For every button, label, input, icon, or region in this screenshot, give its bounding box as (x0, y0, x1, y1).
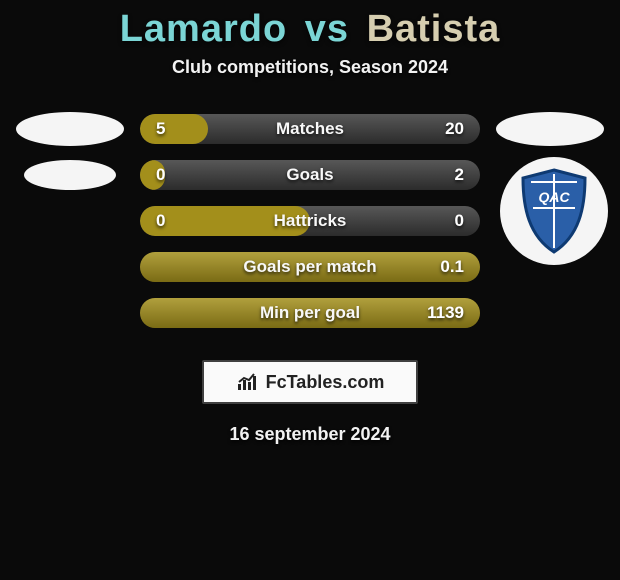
title-row: Lamardo vs Batista (0, 0, 620, 51)
team-shield-badge: QAC (500, 157, 608, 265)
stat-pill: 0Hattricks0 (140, 206, 480, 236)
stat-pill: Min per goal1139 (140, 298, 480, 328)
stat-pill: 5Matches20 (140, 114, 480, 144)
stat-row: Min per goal1139 (0, 290, 620, 336)
right-value: 20 (430, 119, 464, 139)
stat-row: 5Matches20 (0, 106, 620, 152)
stat-label: Matches (140, 119, 480, 139)
bar-chart-icon (236, 372, 260, 392)
left-badge-slot (0, 160, 140, 190)
date-line: 16 september 2024 (0, 424, 620, 445)
vs-separator: vs (305, 8, 349, 50)
left-badge-slot (0, 112, 140, 146)
right-value: 2 (430, 165, 464, 185)
stat-label: Goals (140, 165, 480, 185)
stat-label: Hattricks (140, 211, 480, 231)
svg-text:QAC: QAC (538, 189, 570, 205)
stats-area: 5Matches200Goals2QAC0Hattricks0Goals per… (0, 106, 620, 336)
right-team-badge (496, 112, 604, 146)
right-value: 1139 (427, 303, 464, 323)
right-badge-slot (480, 112, 620, 146)
player1-name: Lamardo (120, 8, 287, 50)
stat-pill: Goals per match0.1 (140, 252, 480, 282)
right-value: 0 (430, 211, 464, 231)
right-value: 0.1 (430, 257, 464, 277)
stat-label: Goals per match (140, 257, 480, 277)
left-team-badge (16, 112, 124, 146)
brand-text: FcTables.com (266, 372, 385, 393)
stat-row: 0Goals2QAC (0, 152, 620, 198)
stat-pill: 0Goals2 (140, 160, 480, 190)
comparison-title: Lamardo vs Batista (120, 8, 501, 51)
player2-name: Batista (367, 8, 501, 50)
brand-box: FcTables.com (202, 360, 418, 404)
subtitle: Club competitions, Season 2024 (0, 57, 620, 78)
shield-icon: QAC (519, 168, 589, 254)
left-team-badge (24, 160, 116, 190)
